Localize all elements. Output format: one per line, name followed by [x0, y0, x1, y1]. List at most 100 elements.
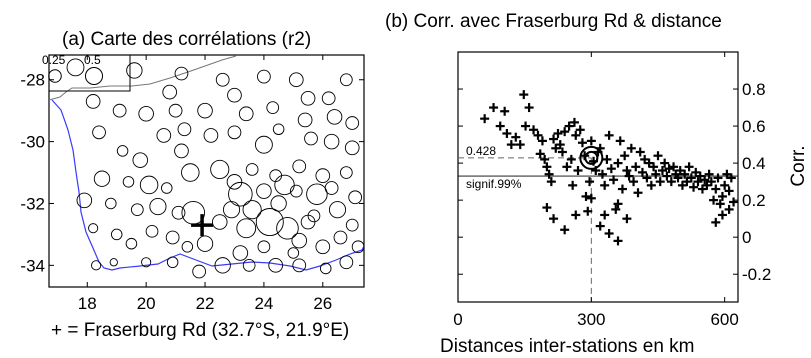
- station-bubble: [105, 197, 117, 210]
- station-bubble: [345, 116, 360, 130]
- station-bubble: [92, 125, 106, 140]
- station-bubble: [196, 235, 214, 252]
- data-point-marker: [564, 121, 574, 131]
- legend-circle: [48, 69, 62, 83]
- data-point-marker: [635, 147, 645, 157]
- station-bubble: [211, 214, 228, 230]
- data-point-marker: [611, 204, 621, 214]
- scatter-point-layer: [480, 90, 739, 246]
- x-tick-label: 26: [313, 294, 332, 313]
- data-point-marker: [717, 191, 727, 201]
- x-tick-label: 0: [453, 310, 462, 329]
- station-bubble: [171, 205, 186, 220]
- data-point-marker: [609, 175, 619, 185]
- station-bubble: [160, 182, 173, 194]
- panel-b-correlation-vs-distance: (b) Corr. avec Fraserburg Rd & distance …: [385, 11, 809, 357]
- border-line: [48, 55, 237, 101]
- data-point-marker: [615, 136, 625, 146]
- data-point-marker: [637, 167, 647, 177]
- station-bubble: [348, 190, 363, 205]
- station-bubble: [319, 262, 332, 275]
- station-bubble: [269, 169, 283, 182]
- station-bubble: [292, 258, 307, 273]
- coastline-line: [51, 99, 365, 271]
- data-point-marker: [577, 138, 587, 148]
- y-tick-label: -0.2: [742, 265, 771, 284]
- data-point-marker: [633, 188, 643, 198]
- data-point-marker: [581, 191, 591, 201]
- station-bubble: [174, 143, 189, 159]
- station-bubble: [214, 257, 231, 274]
- data-point-marker: [631, 162, 641, 172]
- y-tick-label: 0.4: [742, 154, 766, 173]
- station-bubble: [197, 102, 213, 119]
- data-point-marker: [595, 221, 605, 231]
- station-bubble: [292, 159, 307, 174]
- data-point-marker: [515, 140, 525, 150]
- data-point-marker: [660, 158, 670, 168]
- station-bubble: [109, 258, 118, 267]
- highlight-outer-ring: [579, 145, 604, 170]
- x-tick-label: 600: [710, 310, 738, 329]
- station-bubble: [291, 232, 308, 249]
- station-bubble: [91, 260, 102, 271]
- data-point-marker: [586, 193, 596, 203]
- panel-a-plot-frame: [48, 54, 365, 288]
- station-bubble: [242, 200, 262, 220]
- data-point-marker: [506, 140, 516, 150]
- data-point-marker: [655, 177, 665, 187]
- data-point-marker: [521, 121, 531, 131]
- panel-b-ticks: 0 300 600 -0.2 0 0.2 0.4 0.6 0.8: [453, 52, 771, 329]
- station-bubble: [333, 230, 348, 245]
- data-point-marker: [560, 225, 570, 235]
- station-bubble: [138, 106, 154, 122]
- station-bubble: [93, 170, 111, 187]
- station-bubble: [315, 239, 331, 255]
- station-bubble: [254, 135, 273, 154]
- data-point-marker: [535, 149, 545, 159]
- data-point-marker: [664, 164, 674, 174]
- data-point-marker: [720, 180, 730, 190]
- data-point-marker: [709, 195, 719, 205]
- highlight-circle-marker: [579, 145, 604, 170]
- data-point-marker: [622, 166, 632, 176]
- panel-a-correlation-map: (a) Carte des corrélations (r2) 0.25 0.5…: [20, 29, 365, 341]
- data-point-marker: [713, 173, 723, 183]
- data-point-marker: [700, 175, 710, 185]
- station-bubble: [304, 131, 318, 146]
- data-point-marker: [571, 130, 581, 140]
- data-point-marker: [653, 151, 663, 161]
- station-bubble: [66, 58, 85, 77]
- panel-b-ylabel: Corr.: [788, 145, 809, 186]
- station-bubble: [351, 240, 365, 254]
- station-bubble: [112, 103, 127, 118]
- station-bubble: [156, 128, 172, 143]
- station-bubble: [110, 228, 123, 241]
- panel-a-title: (a) Carte des corrélations (r2): [62, 29, 311, 50]
- data-point-marker: [549, 134, 559, 144]
- data-point-marker: [502, 128, 512, 138]
- data-point-marker: [604, 228, 614, 238]
- station-bubble: [245, 163, 259, 176]
- data-point-marker: [511, 132, 521, 142]
- station-bubble: [203, 128, 219, 143]
- station-bubble: [289, 184, 303, 198]
- data-point-marker: [560, 127, 570, 137]
- station-bubble: [315, 168, 331, 183]
- data-point-marker: [706, 177, 716, 187]
- station-bubble: [232, 245, 249, 261]
- data-point-marker: [566, 154, 576, 164]
- y-tick-label: -28: [20, 71, 45, 90]
- data-point-marker: [597, 169, 607, 179]
- data-point-marker: [524, 103, 534, 113]
- station-bubble: [255, 208, 284, 237]
- legend-circle: [84, 66, 104, 86]
- station-bubble: [256, 183, 272, 199]
- data-point-marker: [662, 171, 672, 181]
- station-bubble: [326, 109, 343, 125]
- y-tick-label: -34: [20, 256, 45, 275]
- data-point-marker: [489, 103, 499, 113]
- data-point-marker: [568, 180, 578, 190]
- data-point-marker: [622, 214, 632, 224]
- x-tick-label: 300: [577, 310, 605, 329]
